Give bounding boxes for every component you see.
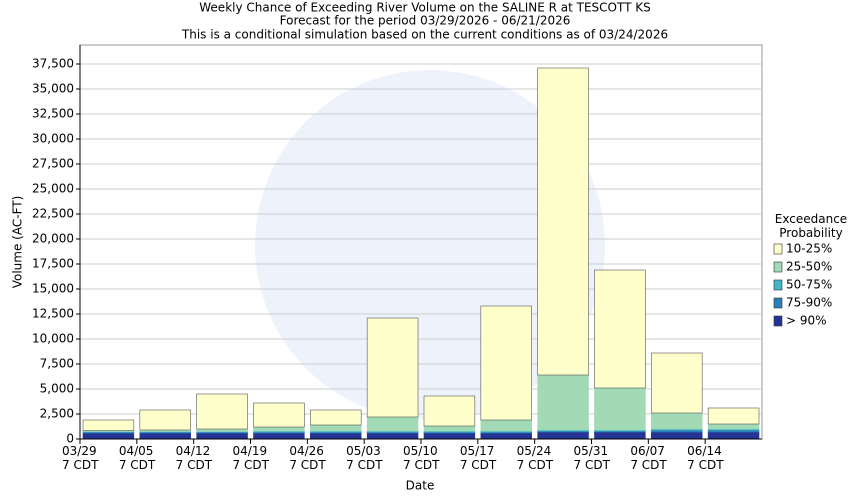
y-tick-label: 25,000 bbox=[32, 182, 74, 196]
legend-label: > 90% bbox=[786, 314, 827, 328]
bar-segment bbox=[139, 432, 191, 440]
bar-segment bbox=[423, 432, 476, 440]
y-tick-label: 27,500 bbox=[32, 157, 74, 171]
x-tick-label: 06/07 7 CDT bbox=[630, 444, 667, 472]
bar-segment bbox=[366, 317, 419, 418]
bar-segment bbox=[253, 426, 305, 432]
bar-segment bbox=[310, 424, 362, 432]
bar-segment bbox=[139, 409, 191, 431]
x-tick-label: 06/14 7 CDT bbox=[687, 444, 724, 472]
y-tick-label: 32,500 bbox=[32, 107, 74, 121]
legend-label: 75-90% bbox=[786, 296, 832, 310]
bar-segment bbox=[253, 432, 305, 440]
x-tick-label: 05/10 7 CDT bbox=[403, 444, 440, 472]
bar-segment bbox=[82, 432, 135, 440]
chart-subtitle: Forecast for the period 03/29/2026 - 06/… bbox=[280, 14, 571, 28]
bar-segment bbox=[480, 419, 532, 432]
bar-segment bbox=[707, 407, 760, 425]
x-tick-label: 03/29 7 CDT bbox=[62, 444, 99, 472]
y-tick-label: 12,500 bbox=[32, 307, 74, 321]
x-tick-label: 05/17 7 CDT bbox=[459, 444, 497, 472]
bar-segment bbox=[537, 67, 589, 376]
x-tick-label: 04/26 7 CDT bbox=[289, 444, 326, 472]
x-tick-label: 05/31 7 CDT bbox=[573, 444, 610, 472]
legend-swatch bbox=[773, 297, 783, 309]
x-tick-label: 04/05 7 CDT bbox=[118, 444, 156, 472]
x-tick-label: 05/24 7 CDT bbox=[516, 444, 554, 472]
bar-segment bbox=[196, 393, 248, 430]
legend-swatch bbox=[773, 243, 783, 255]
bar-segment bbox=[423, 395, 476, 427]
y-tick-label: 7,500 bbox=[40, 357, 74, 371]
legend-swatch bbox=[773, 315, 783, 327]
legend-title: Exceedance Probability bbox=[774, 212, 848, 240]
x-axis-label: Date bbox=[406, 479, 435, 493]
y-tick-label: 15,000 bbox=[32, 282, 74, 296]
bar-segment bbox=[310, 409, 362, 426]
legend-label: 50-75% bbox=[786, 278, 832, 292]
y-tick-label: 17,500 bbox=[32, 257, 74, 271]
y-tick-label: 30,000 bbox=[32, 132, 74, 146]
y-axis-label: Volume (AC-FT) bbox=[11, 196, 25, 289]
legend-label: 10-25% bbox=[786, 242, 832, 256]
y-tick-label: 35,000 bbox=[32, 82, 74, 96]
bar-segment bbox=[480, 305, 532, 421]
y-tick-label: 22,500 bbox=[32, 207, 74, 221]
bar-segment bbox=[366, 416, 419, 432]
legend-swatch bbox=[773, 261, 783, 273]
bar-segment bbox=[707, 431, 760, 440]
bar-segment bbox=[423, 425, 476, 432]
y-tick-label: 2,500 bbox=[40, 407, 74, 421]
x-tick-label: 05/03 7 CDT bbox=[346, 444, 383, 472]
legend-label: 25-50% bbox=[786, 260, 832, 274]
x-tick-label: 04/19 7 CDT bbox=[232, 444, 269, 472]
y-tick-label: 5,000 bbox=[40, 382, 74, 396]
y-tick-label: 37,500 bbox=[32, 57, 74, 71]
bar-segment bbox=[707, 423, 760, 430]
bar-segment bbox=[196, 432, 248, 440]
bar-segment bbox=[480, 432, 532, 440]
bar-segment bbox=[651, 431, 703, 440]
y-tick-label: 20,000 bbox=[32, 232, 74, 246]
bar-segment bbox=[651, 352, 703, 414]
bar-segment bbox=[310, 432, 362, 440]
bar-segment bbox=[537, 374, 589, 431]
bar-segment bbox=[253, 402, 305, 428]
bar-segment bbox=[594, 387, 646, 431]
bar-segment bbox=[594, 431, 646, 440]
bar-segment bbox=[594, 269, 646, 389]
bar-segment bbox=[82, 419, 135, 431]
y-tick-label: 0 bbox=[66, 432, 74, 446]
bar-segment bbox=[651, 412, 703, 430]
chart-note: This is a conditional simulation based o… bbox=[181, 28, 668, 42]
legend-swatch bbox=[773, 279, 783, 291]
chart-title: Weekly Chance of Exceeding River Volume … bbox=[199, 1, 650, 15]
y-tick-label: 10,000 bbox=[32, 332, 74, 346]
bar-segment bbox=[537, 431, 589, 440]
bar-segment bbox=[196, 428, 248, 432]
bar-segment bbox=[366, 432, 419, 440]
x-tick-label: 04/12 7 CDT bbox=[175, 444, 213, 472]
